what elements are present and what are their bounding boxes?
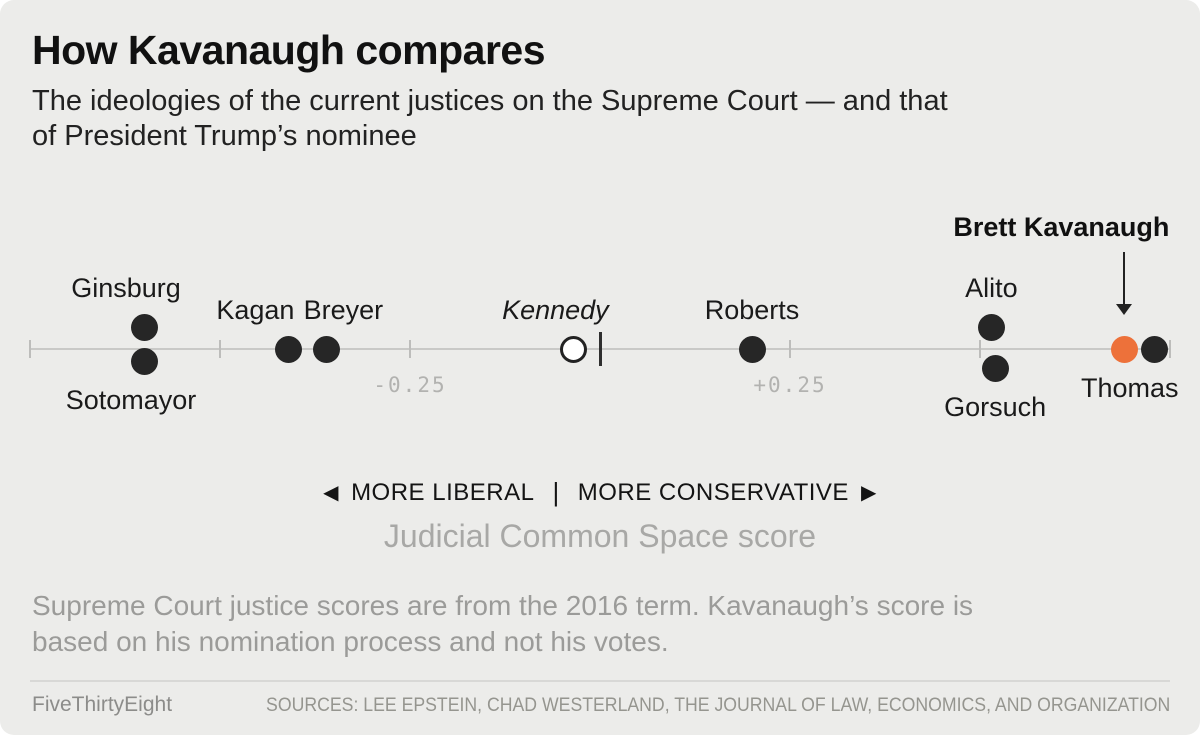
point-label-sotomayor: Sotomayor (65, 384, 197, 415)
dot-alito (977, 313, 1005, 341)
point-label-kennedy: Kennedy (502, 294, 609, 325)
point-label-breyer: Breyer (303, 294, 384, 325)
arrow-down-head-icon (1116, 304, 1133, 315)
more-liberal-label: MORE LIBERAL (351, 478, 535, 506)
axis-tick (29, 340, 31, 358)
axis-tick (219, 340, 221, 358)
direction-legend: ◀ MORE LIBERAL | MORE CONSERVATIVE ▶ (0, 477, 1200, 508)
axis-tick (979, 340, 981, 358)
axis-tick (1169, 340, 1171, 358)
dot-kennedy (559, 335, 587, 363)
more-liberal-arrow-icon: ◀ (323, 482, 340, 504)
point-label-ginsburg: Ginsburg (71, 272, 181, 303)
sources-credit: SOURCES: LEE EPSTEIN, CHAD WESTERLAND, T… (265, 695, 1170, 716)
zero-tick (598, 332, 602, 366)
more-conservative-label: MORE CONSERVATIVE (577, 478, 849, 506)
x-axis-caption: Judicial Common Space score (383, 518, 817, 554)
axis-tick (409, 340, 411, 358)
point-label-roberts: Roberts (704, 294, 800, 325)
arrow-down-icon (1123, 252, 1126, 304)
dot-ginsburg (130, 313, 158, 341)
chart-subtitle: The ideologies of the current justices o… (32, 85, 948, 153)
point-label-alito: Alito (965, 272, 1018, 303)
more-conservative-arrow-icon: ▶ (860, 482, 877, 504)
dot-thomas (1141, 335, 1169, 363)
dot-gorsuch (981, 354, 1009, 382)
dot-breyer (312, 335, 340, 363)
page-title: How Kavanaugh compares (32, 27, 546, 73)
brand-fivethirtyeight: FiveThirtyEight (32, 693, 173, 716)
footer-divider (30, 680, 1170, 682)
annotation-brett-kavanaugh: Brett Kavanaugh (953, 212, 1170, 242)
point-label-gorsuch: Gorsuch (944, 391, 1047, 422)
legend-separator: | (552, 477, 560, 507)
dot-kavanaugh (1110, 335, 1138, 363)
tick-label: +0.25 (753, 373, 827, 397)
footnote: Supreme Court justice scores are from th… (32, 590, 974, 658)
dot-sotomayor (130, 347, 158, 375)
dot-roberts (738, 335, 766, 363)
point-label-kagan: Kagan (216, 294, 295, 325)
point-label-thomas: Thomas (1081, 372, 1179, 403)
tick-label: -0.25 (373, 373, 447, 397)
dot-kagan (274, 335, 302, 363)
axis-tick (789, 340, 791, 358)
